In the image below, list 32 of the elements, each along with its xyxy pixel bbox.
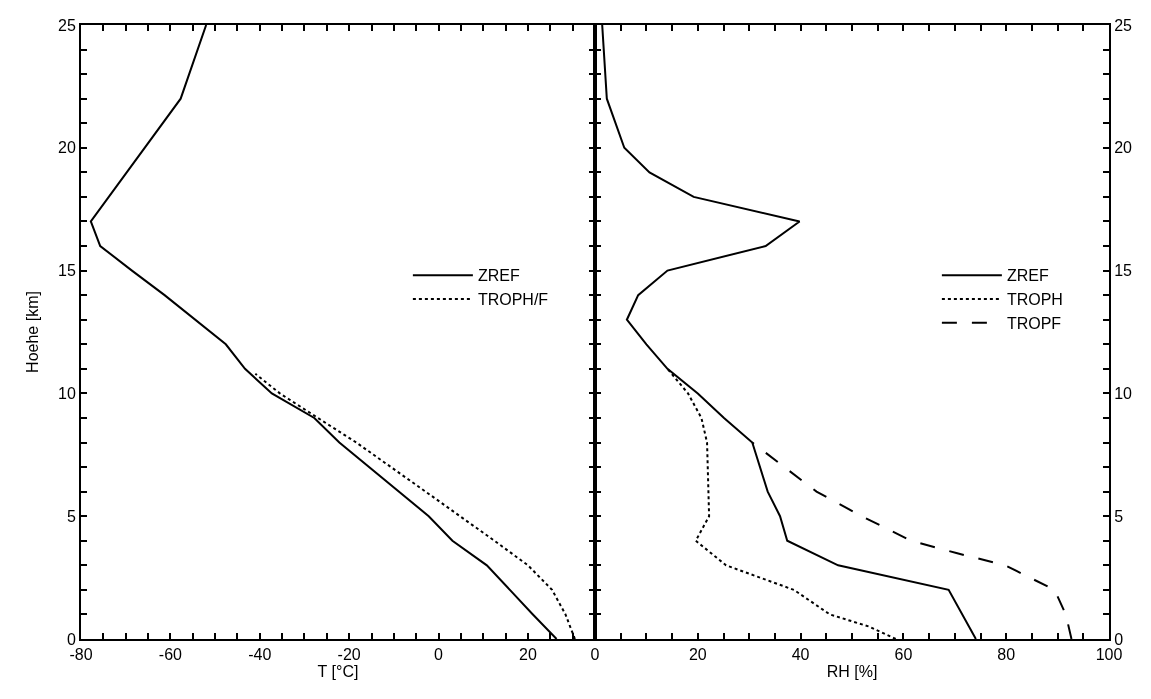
x-tick-label: 20	[688, 646, 707, 664]
x-tick-label: 60	[894, 646, 913, 664]
y-tick-label: 10	[1114, 385, 1133, 402]
y-tick-label: 20	[58, 139, 76, 157]
x-tick-label: 80	[997, 646, 1016, 664]
x-tick-label: 40	[791, 646, 810, 664]
y-tick-label: 15	[58, 262, 76, 280]
x-tick-label: 0	[590, 646, 600, 664]
legend-label: TROPH	[1006, 291, 1063, 309]
legend-label: ZREF	[477, 267, 520, 285]
y-tick-label: 5	[1114, 507, 1124, 525]
y-tick-label: 0	[1114, 630, 1124, 648]
y-tick-label: 20	[1114, 139, 1133, 157]
y-tick-label: 0	[66, 630, 76, 648]
x-tick-label: 100	[1095, 646, 1123, 664]
y-tick-label: 25	[1114, 16, 1133, 34]
y-tick-label: 25	[58, 16, 76, 34]
legend-label: TROPH/F	[477, 291, 549, 309]
legend-label: ZREF	[1006, 267, 1049, 285]
y-tick-label: 5	[66, 507, 76, 525]
x-axis-title: RH [%]	[826, 663, 878, 681]
legend-label: TROPF	[1006, 315, 1062, 333]
x-tick-label: 20	[519, 646, 537, 664]
x-tick-label: -20	[337, 646, 361, 664]
x-axis-title: T [°C]	[317, 663, 359, 681]
x-tick-label: 0	[434, 646, 444, 664]
x-tick-label: -40	[248, 646, 272, 664]
y-tick-label: 15	[1114, 262, 1133, 280]
y-tick-label: 10	[58, 385, 76, 402]
y-axis-title: Hoehe [km]	[24, 291, 42, 373]
x-tick-label: -60	[158, 646, 183, 664]
x-tick-label: -80	[69, 646, 93, 664]
